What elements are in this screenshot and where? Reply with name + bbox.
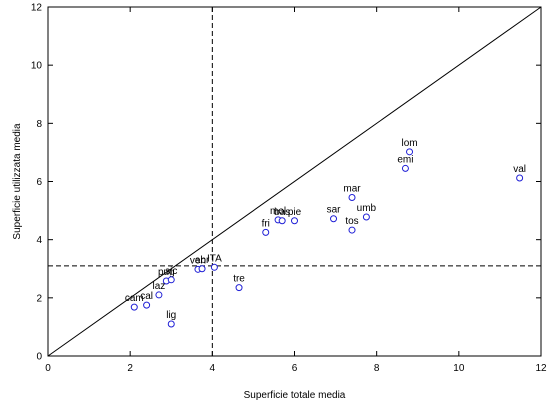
data-point-pie	[291, 217, 298, 225]
data-point-lom	[406, 148, 414, 156]
point-label-abr: abr	[195, 255, 210, 266]
data-point-lig	[167, 320, 175, 328]
y-tick-label: 2	[36, 293, 42, 304]
x-tick-label: 4	[210, 363, 216, 374]
point-label-tre: tre	[233, 274, 245, 285]
point-label-ven: ven	[190, 255, 206, 266]
point-label-lig: lig	[166, 310, 176, 321]
y-tick-label: 12	[31, 3, 43, 14]
point-label-bas: bas	[274, 207, 290, 218]
x-tick-label: 12	[535, 363, 547, 374]
diagonal-reference-line	[47, 6, 542, 357]
point-label-mar: mar	[343, 183, 361, 194]
data-point-bas	[278, 217, 286, 225]
point-label-lom: lom	[401, 138, 417, 149]
data-point-sic	[167, 276, 175, 284]
point-label-cam: cam	[125, 293, 144, 304]
y-axis-title: Superficie utilizzata media	[12, 123, 23, 240]
data-point-laz	[155, 291, 163, 299]
data-point-cal	[143, 301, 151, 309]
y-tick-label: 4	[36, 235, 42, 246]
data-point-sar	[330, 215, 338, 223]
data-point-cam	[130, 303, 138, 311]
point-label-ITA: ITA	[207, 253, 222, 264]
data-point-tos	[348, 226, 356, 234]
y-tick-label: 6	[36, 177, 42, 188]
y-tick-label: 0	[36, 352, 42, 363]
point-label-val: val	[513, 164, 526, 175]
x-tick-label: 2	[127, 363, 133, 374]
data-point-val	[516, 174, 524, 182]
data-point-fri	[262, 228, 270, 236]
y-tick-label: 8	[36, 119, 42, 130]
point-label-emi: emi	[397, 154, 413, 165]
x-axis-title: Superficie totale media	[244, 390, 346, 401]
point-label-tos: tos	[345, 216, 358, 227]
data-point-umb	[362, 213, 370, 221]
x-tick-label: 10	[453, 363, 465, 374]
data-point-abr	[198, 265, 206, 273]
x-tick-label: 6	[292, 363, 298, 374]
point-label-umb: umb	[357, 203, 377, 214]
point-label-fri: fri	[262, 218, 270, 229]
data-point-mar	[348, 193, 356, 201]
data-point-ITA	[210, 263, 218, 271]
point-label-pug: pug	[158, 267, 175, 278]
point-label-sic: sic	[165, 266, 177, 277]
data-point-emi	[401, 164, 409, 172]
point-label-cal: cal	[140, 291, 153, 302]
x-tick-label: 8	[374, 363, 380, 374]
point-label-sar: sar	[327, 205, 342, 216]
point-label-mol: mol	[270, 206, 286, 217]
point-label-pie: pie	[288, 207, 302, 218]
point-label-laz: laz	[153, 281, 166, 292]
y-tick-label: 10	[31, 61, 43, 72]
x-tick-label: 0	[45, 363, 51, 374]
data-point-tre	[235, 284, 243, 292]
